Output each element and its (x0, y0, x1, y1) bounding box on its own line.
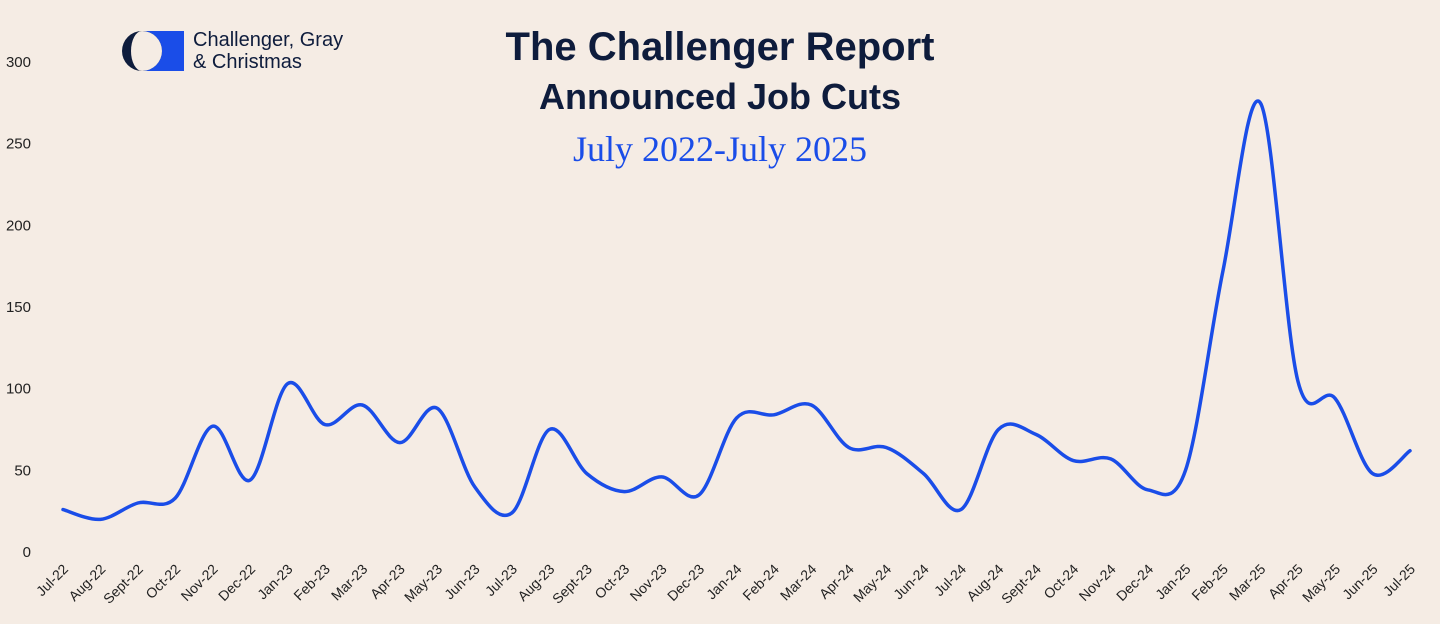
x-tick-label: Sept-24 (998, 561, 1044, 607)
x-tick-label: Jun-25 (1339, 561, 1381, 603)
data-point (360, 403, 365, 408)
x-tick-label: Nov-24 (1076, 561, 1119, 604)
chart-subtitle-1: Announced Job Cuts (539, 76, 901, 117)
data-point (771, 412, 776, 417)
x-tick-label: Dec-24 (1113, 561, 1156, 604)
title-block: The Challenger Report Announced Job Cuts… (430, 22, 1010, 176)
x-tick-label: Nov-22 (178, 561, 221, 604)
y-tick-label: 100 (6, 381, 31, 398)
x-tick-label: Jul-25 (1380, 561, 1418, 599)
data-point (1033, 432, 1038, 437)
x-tick-label: Feb-23 (290, 561, 333, 604)
logo-text: Challenger, Gray & Christmas (193, 29, 343, 73)
x-tick-label: Jan-23 (254, 561, 296, 603)
data-point (884, 445, 889, 450)
data-point (397, 440, 402, 445)
plot-area (61, 99, 1413, 522)
data-point (1370, 471, 1375, 476)
x-tick-label: Oct-22 (142, 561, 183, 602)
data-point (547, 427, 552, 432)
data-point (510, 510, 515, 515)
y-tick-label: 300 (6, 54, 31, 71)
data-point (210, 424, 215, 429)
data-point (1258, 100, 1263, 105)
x-tick-label: Nov-23 (627, 561, 670, 604)
x-tick-label: Mar-25 (1226, 561, 1269, 604)
data-point (285, 381, 290, 386)
logo-mark-icon (122, 31, 184, 71)
y-tick-label: 200 (6, 217, 31, 234)
y-tick-label: 150 (6, 299, 31, 316)
x-tick-label: Mar-24 (777, 561, 820, 604)
x-tick-label: Jan-24 (703, 561, 745, 603)
x-tick-label: Sept-22 (100, 561, 146, 607)
y-tick-label: 250 (6, 136, 31, 153)
data-point (584, 471, 589, 476)
x-tick-label: May-23 (401, 561, 445, 605)
x-tick-label: Feb-24 (739, 561, 782, 604)
x-tick-label: Oct-23 (591, 561, 632, 602)
x-tick-label: Feb-25 (1188, 561, 1231, 604)
data-point (98, 517, 103, 522)
data-point (173, 496, 178, 501)
data-point (1071, 458, 1076, 463)
data-point (659, 474, 664, 479)
x-axis: Jul-22Aug-22Sept-22Oct-22Nov-22Dec-22Jan… (33, 561, 1418, 607)
x-tick-label: May-24 (850, 561, 894, 605)
x-tick-label: May-25 (1299, 561, 1343, 605)
data-point (135, 501, 140, 506)
logo: Challenger, Gray & Christmas (120, 28, 343, 74)
x-tick-label: Mar-23 (328, 561, 371, 604)
x-tick-label: Jun-23 (441, 561, 483, 603)
data-point (322, 422, 327, 427)
data-point (996, 427, 1001, 432)
x-tick-label: Dec-23 (664, 561, 707, 604)
chart-title: The Challenger Report (505, 25, 935, 69)
x-tick-label: Dec-22 (215, 561, 258, 604)
data-point (846, 445, 851, 450)
data-point (622, 489, 627, 494)
data-point (734, 416, 739, 421)
data-point (1295, 378, 1300, 383)
data-point (1108, 456, 1113, 461)
data-point (1183, 468, 1188, 473)
logo-line1: Challenger, Gray (193, 29, 344, 51)
data-point (61, 507, 66, 512)
x-tick-label: Sept-23 (549, 561, 595, 607)
logo-line2: & Christmas (193, 51, 302, 73)
data-point (809, 403, 814, 408)
chart-subtitle-2: July 2022-July 2025 (572, 129, 867, 169)
data-point (921, 471, 926, 476)
data-point (697, 492, 702, 497)
data-point (1146, 487, 1151, 492)
x-tick-label: Jan-25 (1152, 561, 1194, 603)
data-point (959, 507, 964, 512)
y-tick-label: 50 (14, 462, 31, 479)
x-tick-label: Oct-24 (1040, 561, 1081, 602)
data-point (1408, 448, 1413, 453)
data-point (435, 406, 440, 411)
data-point (472, 484, 477, 489)
y-tick-label: 0 (23, 544, 31, 561)
series-line (61, 99, 1412, 522)
x-tick-label: Jun-24 (890, 561, 932, 603)
y-axis: 0 50 100 150 200 250 300 (6, 54, 31, 561)
data-point (1220, 269, 1225, 274)
data-point (1333, 396, 1338, 401)
data-point (248, 478, 253, 483)
